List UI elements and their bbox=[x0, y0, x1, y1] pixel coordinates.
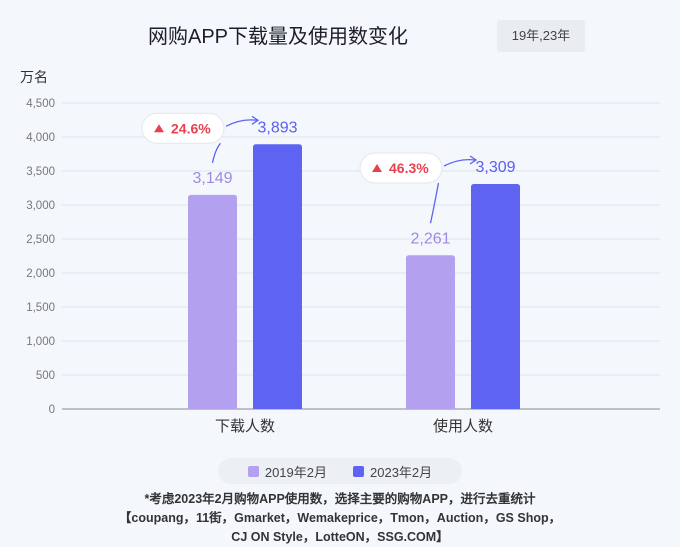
legend-item-2019: 2019年2月 bbox=[247, 462, 327, 481]
y-tick-label: 4,500 bbox=[26, 98, 55, 110]
x-tick-label: 使用人数 bbox=[433, 418, 493, 435]
bar-chart: 万名 0 500 1,000 1,500 2,000 2,500 3,000 3,500 4,00… bbox=[20, 69, 660, 435]
y-tick-label: 0 bbox=[49, 404, 55, 416]
connector-arrow bbox=[443, 158, 476, 167]
period-badge: 19年,23年 bbox=[497, 20, 585, 52]
connector-arrow bbox=[225, 119, 258, 127]
bar bbox=[253, 144, 302, 409]
y-axis-title: 万名 bbox=[20, 69, 48, 85]
y-tick-label: 4,000 bbox=[26, 132, 55, 144]
bar bbox=[406, 255, 455, 409]
growth-bubble bbox=[359, 152, 443, 184]
legend-label-2023: 2023年2月 bbox=[370, 464, 433, 480]
chart-title: 网购APP下载量及使用数变化 bbox=[147, 26, 409, 48]
data-label: 3,893 bbox=[257, 119, 297, 136]
legend-swatch-2023 bbox=[353, 465, 364, 477]
arrow-head bbox=[469, 155, 478, 165]
y-tick-label: 1,000 bbox=[26, 336, 55, 348]
footnote: *考虑2023年2月购物APP使用数，选择主要的购物APP，进行去重统计 【co… bbox=[0, 490, 680, 547]
x-tick-label: 下载人数 bbox=[215, 418, 275, 435]
arrow-head bbox=[251, 115, 260, 125]
y-tick-label: 500 bbox=[36, 370, 55, 382]
legend-item-2023: 2023年2月 bbox=[353, 462, 432, 481]
growth-label: 46.3% bbox=[389, 160, 429, 176]
footnote-line-2: 【coupang，11街，Gmarket，Wemakeprice，Tmon，Au… bbox=[118, 511, 562, 525]
y-tick-label: 3,500 bbox=[26, 166, 55, 178]
data-label: 3,149 bbox=[192, 170, 232, 187]
connector-line bbox=[429, 182, 440, 224]
y-tick-label: 2,500 bbox=[26, 234, 55, 246]
up-triangle-icon bbox=[372, 163, 382, 172]
growth-label: 24.6% bbox=[171, 120, 211, 136]
legend-label-2019: 2019年2月 bbox=[264, 464, 327, 480]
growth-bubble bbox=[141, 112, 225, 144]
connector-line bbox=[211, 142, 221, 164]
legend-swatch-2019 bbox=[247, 465, 259, 477]
y-tick-label: 3,000 bbox=[26, 200, 55, 212]
footnote-line-1: *考虑2023年2月购物APP使用数，选择主要的购物APP，进行去重统计 bbox=[144, 492, 536, 506]
y-tick-label: 2,000 bbox=[26, 268, 55, 280]
footnote-line-3: CJ ON Style，LotteON，SSG.COM】 bbox=[231, 530, 449, 544]
bar bbox=[188, 194, 237, 409]
legend: 2019年2月 2023年2月 bbox=[218, 458, 462, 484]
up-triangle-icon bbox=[154, 124, 164, 133]
bar bbox=[471, 183, 520, 409]
y-tick-label: 1,500 bbox=[26, 302, 55, 314]
data-label: 2,261 bbox=[410, 230, 450, 247]
data-label: 3,309 bbox=[475, 159, 515, 176]
